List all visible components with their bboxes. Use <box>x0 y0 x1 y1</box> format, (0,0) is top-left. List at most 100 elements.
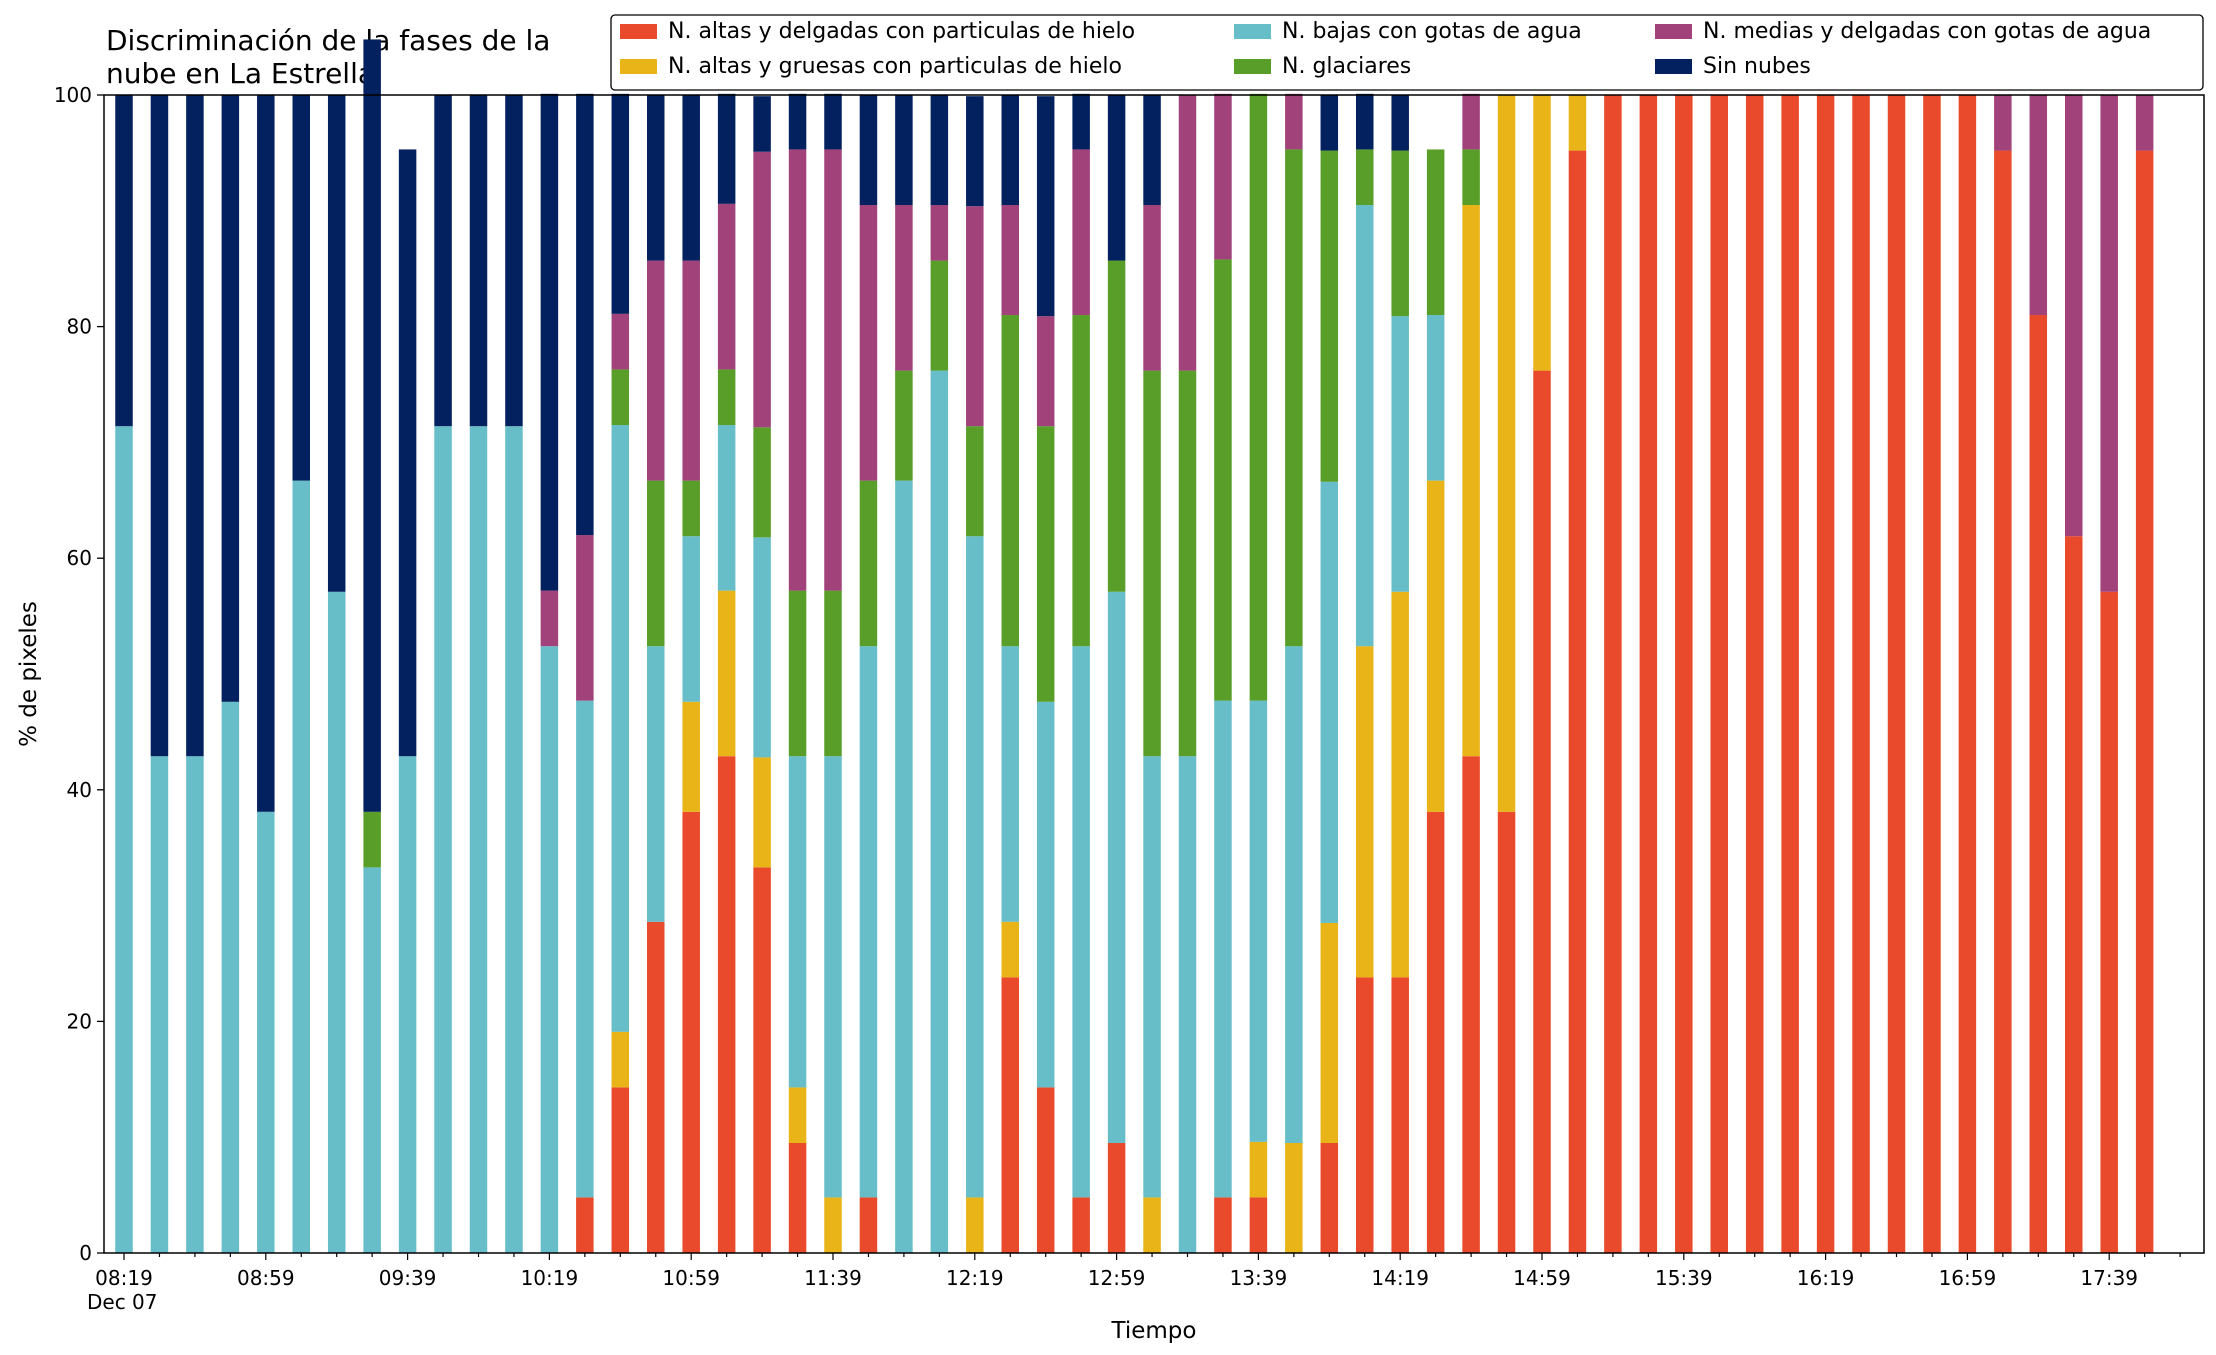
x-axis: 08:19 08:59 09:39 10:19 10:59 11:39 12:19 12:59… <box>95 1253 2181 1290</box>
bar-segment-24-5 <box>966 96 984 207</box>
bar-segment-10-2 <box>469 426 488 1253</box>
bar-segment-33-3 <box>1285 149 1303 647</box>
bar-segment-51-0 <box>1923 95 1941 1253</box>
legend-label-4: N. medias y delgadas con gotas de agua <box>1703 19 2151 44</box>
bar-segment-27-2 <box>1072 646 1090 1198</box>
x-tick-label-11: 15:39 <box>1655 1266 1713 1290</box>
bar-segment-35-5 <box>1356 93 1374 150</box>
bar-segment-17-2 <box>717 425 736 591</box>
bar-segment-32-1 <box>1249 1141 1268 1198</box>
bar-segment-29-3 <box>1143 370 1161 757</box>
bar-segment-30-4 <box>1178 95 1197 371</box>
bar-segment-18-4 <box>753 151 771 428</box>
bar-segment-21-0 <box>859 1197 878 1253</box>
bar-segment-12-4 <box>540 590 559 647</box>
bar-segment-54-0 <box>2029 315 2048 1253</box>
bar-segment-7-5 <box>363 39 381 812</box>
bar-segment-55-0 <box>2065 536 2083 1253</box>
bar-segment-16-5 <box>682 95 700 261</box>
bar-segment-44-0 <box>1675 95 1693 1253</box>
bar-segment-15-2 <box>647 646 665 922</box>
bar-segment-25-3 <box>1001 315 1019 647</box>
bar-segment-16-4 <box>682 260 700 481</box>
bar-segment-12-5 <box>540 93 559 591</box>
bar-segment-22-3 <box>895 370 913 481</box>
y-tick-label-2: 40 <box>67 778 92 802</box>
bar-segment-27-3 <box>1072 315 1090 647</box>
bar-segment-27-0 <box>1072 1197 1090 1253</box>
bar-segment-29-5 <box>1143 95 1161 206</box>
bar-segment-24-3 <box>966 426 984 537</box>
bar-segment-21-4 <box>859 205 878 481</box>
bar-segment-33-1 <box>1285 1142 1303 1253</box>
bar-segment-36-1 <box>1391 591 1409 978</box>
bar-segment-48-0 <box>1816 95 1835 1253</box>
legend-swatch-0 <box>620 24 657 39</box>
bar-segment-9-5 <box>434 95 452 427</box>
bar-segment-37-0 <box>1426 811 1445 1253</box>
bar-segment-49-0 <box>1852 95 1870 1253</box>
bar-segment-18-2 <box>753 537 771 758</box>
y-axis: 0 20 40 60 80 100 <box>54 83 104 1265</box>
legend-swatch-4 <box>1655 24 1692 39</box>
legend-label-3: N. glaciares <box>1282 54 1411 79</box>
bar-segment-25-4 <box>1001 205 1019 316</box>
legend-swatch-2 <box>1234 24 1271 39</box>
bar-segment-20-3 <box>824 590 842 757</box>
bar-segment-35-1 <box>1356 646 1374 978</box>
bar-segment-46-0 <box>1745 95 1764 1253</box>
bar-segment-17-3 <box>717 369 736 426</box>
bar-segment-50-0 <box>1887 95 1906 1253</box>
bar-segment-17-1 <box>717 590 736 757</box>
bar-segment-41-0 <box>1568 150 1587 1254</box>
bar-segment-22-2 <box>895 480 913 1253</box>
bar-segment-21-3 <box>859 480 878 647</box>
bar-segment-25-0 <box>1001 977 1019 1253</box>
bar-segment-26-2 <box>1036 701 1055 1088</box>
bar-segment-26-0 <box>1036 1087 1055 1253</box>
bar-segment-31-4 <box>1214 93 1232 260</box>
bar-segment-16-1 <box>682 701 700 812</box>
x-tick-label-4: 10:59 <box>662 1266 720 1290</box>
bar-segment-57-4 <box>2135 95 2154 151</box>
bar-segment-20-1 <box>824 1197 842 1253</box>
bar-segment-18-5 <box>753 96 771 152</box>
bar-segment-5-2 <box>292 480 310 1253</box>
bar-segment-15-4 <box>647 260 665 481</box>
legend-label-2: N. bajas con gotas de agua <box>1282 19 1582 44</box>
bar-segment-11-2 <box>505 426 523 1253</box>
x-tick-label-6: 12:19 <box>946 1266 1004 1290</box>
bar-segment-40-0 <box>1533 370 1551 1254</box>
bar-segment-30-2 <box>1178 756 1197 1253</box>
bar-segment-34-1 <box>1320 922 1339 1143</box>
x-tick-label-7: 12:59 <box>1088 1266 1146 1290</box>
legend-swatch-1 <box>620 59 657 74</box>
bar-segment-14-4 <box>611 313 630 370</box>
x-axis-date-label: Dec 07 <box>87 1290 158 1314</box>
bar-segment-34-0 <box>1320 1142 1339 1253</box>
bar-segment-19-0 <box>788 1142 807 1253</box>
bar-segment-54-4 <box>2029 95 2048 316</box>
bar-segment-35-0 <box>1356 977 1374 1253</box>
x-tick-label-0: 08:19 <box>95 1266 153 1290</box>
bar-segment-12-2 <box>540 646 559 1253</box>
bar-segment-19-4 <box>788 149 807 591</box>
bar-segment-28-2 <box>1107 591 1126 1143</box>
x-tick-label-14: 17:39 <box>2080 1266 2138 1290</box>
bar-segment-14-1 <box>611 1031 630 1088</box>
bar-segment-23-3 <box>930 260 949 371</box>
bar-segment-13-2 <box>576 700 594 1198</box>
legend-label-0: N. altas y delgadas con particulas de hi… <box>668 19 1135 44</box>
bar-segment-13-5 <box>576 93 594 536</box>
bar-segment-9-2 <box>434 426 452 1253</box>
bar-segment-25-2 <box>1001 646 1019 922</box>
bar-segment-41-1 <box>1568 95 1587 151</box>
chart-title: Discriminación de la fases de la nube en… <box>106 24 550 90</box>
bar-segment-23-2 <box>930 370 949 1254</box>
bar-segment-17-0 <box>717 756 736 1253</box>
legend-label-1: N. altas y gruesas con particulas de hie… <box>668 54 1122 79</box>
bar-segment-4-2 <box>257 811 275 1253</box>
bar-segment-0-2 <box>115 426 133 1253</box>
bar-segment-47-0 <box>1781 95 1799 1253</box>
